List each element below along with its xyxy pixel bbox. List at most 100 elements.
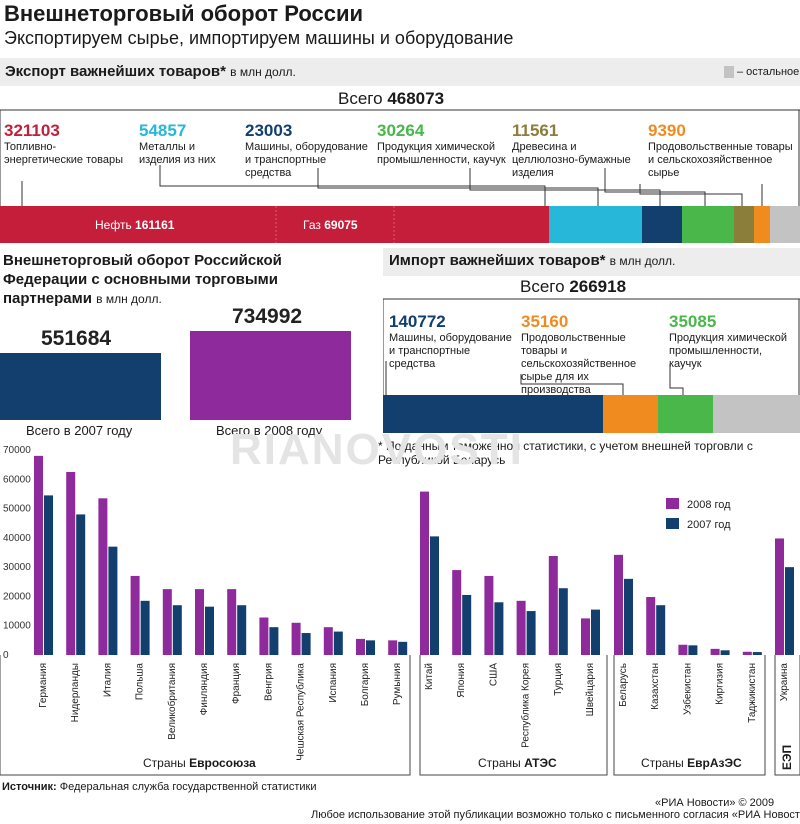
- country-label: Турция: [553, 663, 564, 696]
- country-label: Великобритания: [166, 663, 178, 740]
- bar-2008: [259, 617, 269, 655]
- import-seg-other: [713, 395, 800, 433]
- bar-2007: [526, 611, 536, 655]
- bar-2007: [301, 633, 311, 655]
- country-label: Болгария: [360, 663, 371, 706]
- country-label: Польша: [135, 663, 146, 701]
- group-frame: [774, 655, 800, 776]
- bar-2007: [720, 650, 730, 655]
- bar-2008: [388, 640, 398, 655]
- export-seg-wood: [734, 206, 754, 243]
- import-cat-food: 35160 Продовольственные товары и сельско…: [521, 312, 637, 396]
- bar-2007: [752, 652, 762, 655]
- bar-2007: [558, 588, 568, 655]
- bar-2008: [162, 589, 172, 655]
- export-cat-wood: 11561 Древесина и целлюлозно-бумажные из…: [512, 121, 631, 179]
- export-cat-metals: 54857 Металлы и изделия из них: [139, 121, 216, 166]
- bar-2007: [591, 609, 600, 655]
- bar-2008: [34, 455, 43, 655]
- export-title: Экспорт важнейших товаров* в млн долл.: [5, 63, 296, 80]
- export-header-band: [0, 58, 800, 86]
- watermark-text: RIANOVOSTI: [230, 425, 524, 474]
- bar-2008: [98, 498, 108, 655]
- y-tick-label: 20000: [3, 591, 31, 602]
- turnover-2007-label: Всего в 2007 году: [26, 423, 133, 438]
- bar-2007: [462, 594, 472, 655]
- bar-2007: [366, 640, 375, 655]
- bar-2008: [678, 644, 688, 655]
- bar-2007: [494, 602, 504, 655]
- bar-2008: [614, 554, 623, 655]
- export-total: Всего 468073: [338, 89, 445, 108]
- bar-2008: [775, 538, 784, 655]
- import-seg-chemicals: [658, 395, 713, 433]
- export-seg-machines: [642, 206, 682, 243]
- bar-2008: [484, 575, 494, 655]
- turnover-2008-value: 734992: [232, 305, 303, 328]
- country-label: Казахстан: [650, 663, 661, 710]
- turnover-2008-bar: [190, 331, 351, 420]
- turnover-2007-bar: [0, 353, 161, 420]
- country-label: Узбекистан: [681, 663, 693, 715]
- y-tick-label: 50000: [3, 504, 31, 515]
- bar-2007: [172, 605, 182, 655]
- export-stacked-bar: [0, 206, 800, 243]
- usage-note: Любое использование этой публикации возм…: [311, 809, 800, 821]
- export-cat-fuel: 321103 Топливно-энергетические товары: [4, 121, 124, 166]
- other-legend-swatch: [724, 66, 734, 78]
- page-title: Внешнеторговый оборот России: [4, 1, 364, 26]
- turnover-2007-value: 551684: [41, 327, 112, 350]
- import-cat-chemicals: 35085 Продукция химической промышленност…: [669, 312, 787, 370]
- bar-2007: [688, 645, 698, 655]
- country-label: Венгрия: [263, 663, 274, 701]
- bar-2007: [430, 536, 439, 655]
- legend-label: 2007 год: [687, 519, 731, 531]
- bar-2008: [516, 600, 526, 655]
- export-cat-machines: 23003 Машины, оборудование и транспортны…: [245, 121, 368, 179]
- export-seg-metals: [549, 206, 642, 243]
- bar-2008: [742, 651, 752, 655]
- bar-2007: [237, 605, 247, 655]
- country-label: Финляндия: [199, 663, 210, 715]
- country-label: Таджикистан: [747, 663, 758, 723]
- country-label: Нидерланды: [70, 663, 81, 722]
- group-frame: [419, 655, 608, 776]
- export-seg-chemicals: [682, 206, 734, 243]
- country-label: Испания: [328, 663, 339, 703]
- export-cat-chemicals: 30264 Продукция химической промышленност…: [377, 121, 506, 166]
- country-label: Япония: [456, 663, 467, 698]
- bar-2008: [646, 597, 656, 655]
- bar-2007: [44, 495, 53, 655]
- bar-2007: [398, 641, 408, 655]
- country-label: Румыния: [392, 663, 403, 705]
- country-label: Киргизия: [715, 663, 726, 705]
- bar-2007: [140, 600, 150, 655]
- other-legend-label: – остальное: [737, 66, 800, 78]
- legend-swatch: [666, 498, 679, 509]
- import-total: Всего 266918: [520, 277, 627, 296]
- turnover-2008-label: Всего в 2008 году: [216, 423, 323, 438]
- bar-2007: [785, 567, 794, 655]
- country-label: Китай: [424, 663, 435, 690]
- y-tick-label: 10000: [3, 621, 31, 632]
- country-label: Чешская Республика: [295, 663, 307, 761]
- turnover-title: Внешнеторговый оборот Российской Федерац…: [3, 252, 282, 307]
- bar-2008: [323, 627, 333, 655]
- import-cat-machines: 140772 Машины, оборудование и транспортн…: [389, 312, 512, 370]
- legend-label: 2008 год: [687, 499, 731, 511]
- country-label: Украина: [779, 663, 790, 702]
- bar-2007: [333, 631, 343, 655]
- bar-2007: [76, 514, 86, 655]
- bar-2008: [548, 556, 558, 655]
- bar-2008: [227, 589, 237, 655]
- export-seg-other: [770, 206, 800, 243]
- country-label: Беларусь: [618, 663, 629, 707]
- import-stacked-bar: [383, 395, 800, 433]
- export-connectors: [0, 109, 800, 206]
- import-header-band: [383, 248, 800, 276]
- country-label: Германия: [38, 663, 49, 708]
- bar-2008: [356, 638, 365, 655]
- copyright: «РИА Новости» © 2009: [655, 797, 775, 809]
- country-label: Республика Корея: [520, 663, 532, 748]
- group-label-eurasec: Страны ЕврАзЭС: [641, 756, 742, 770]
